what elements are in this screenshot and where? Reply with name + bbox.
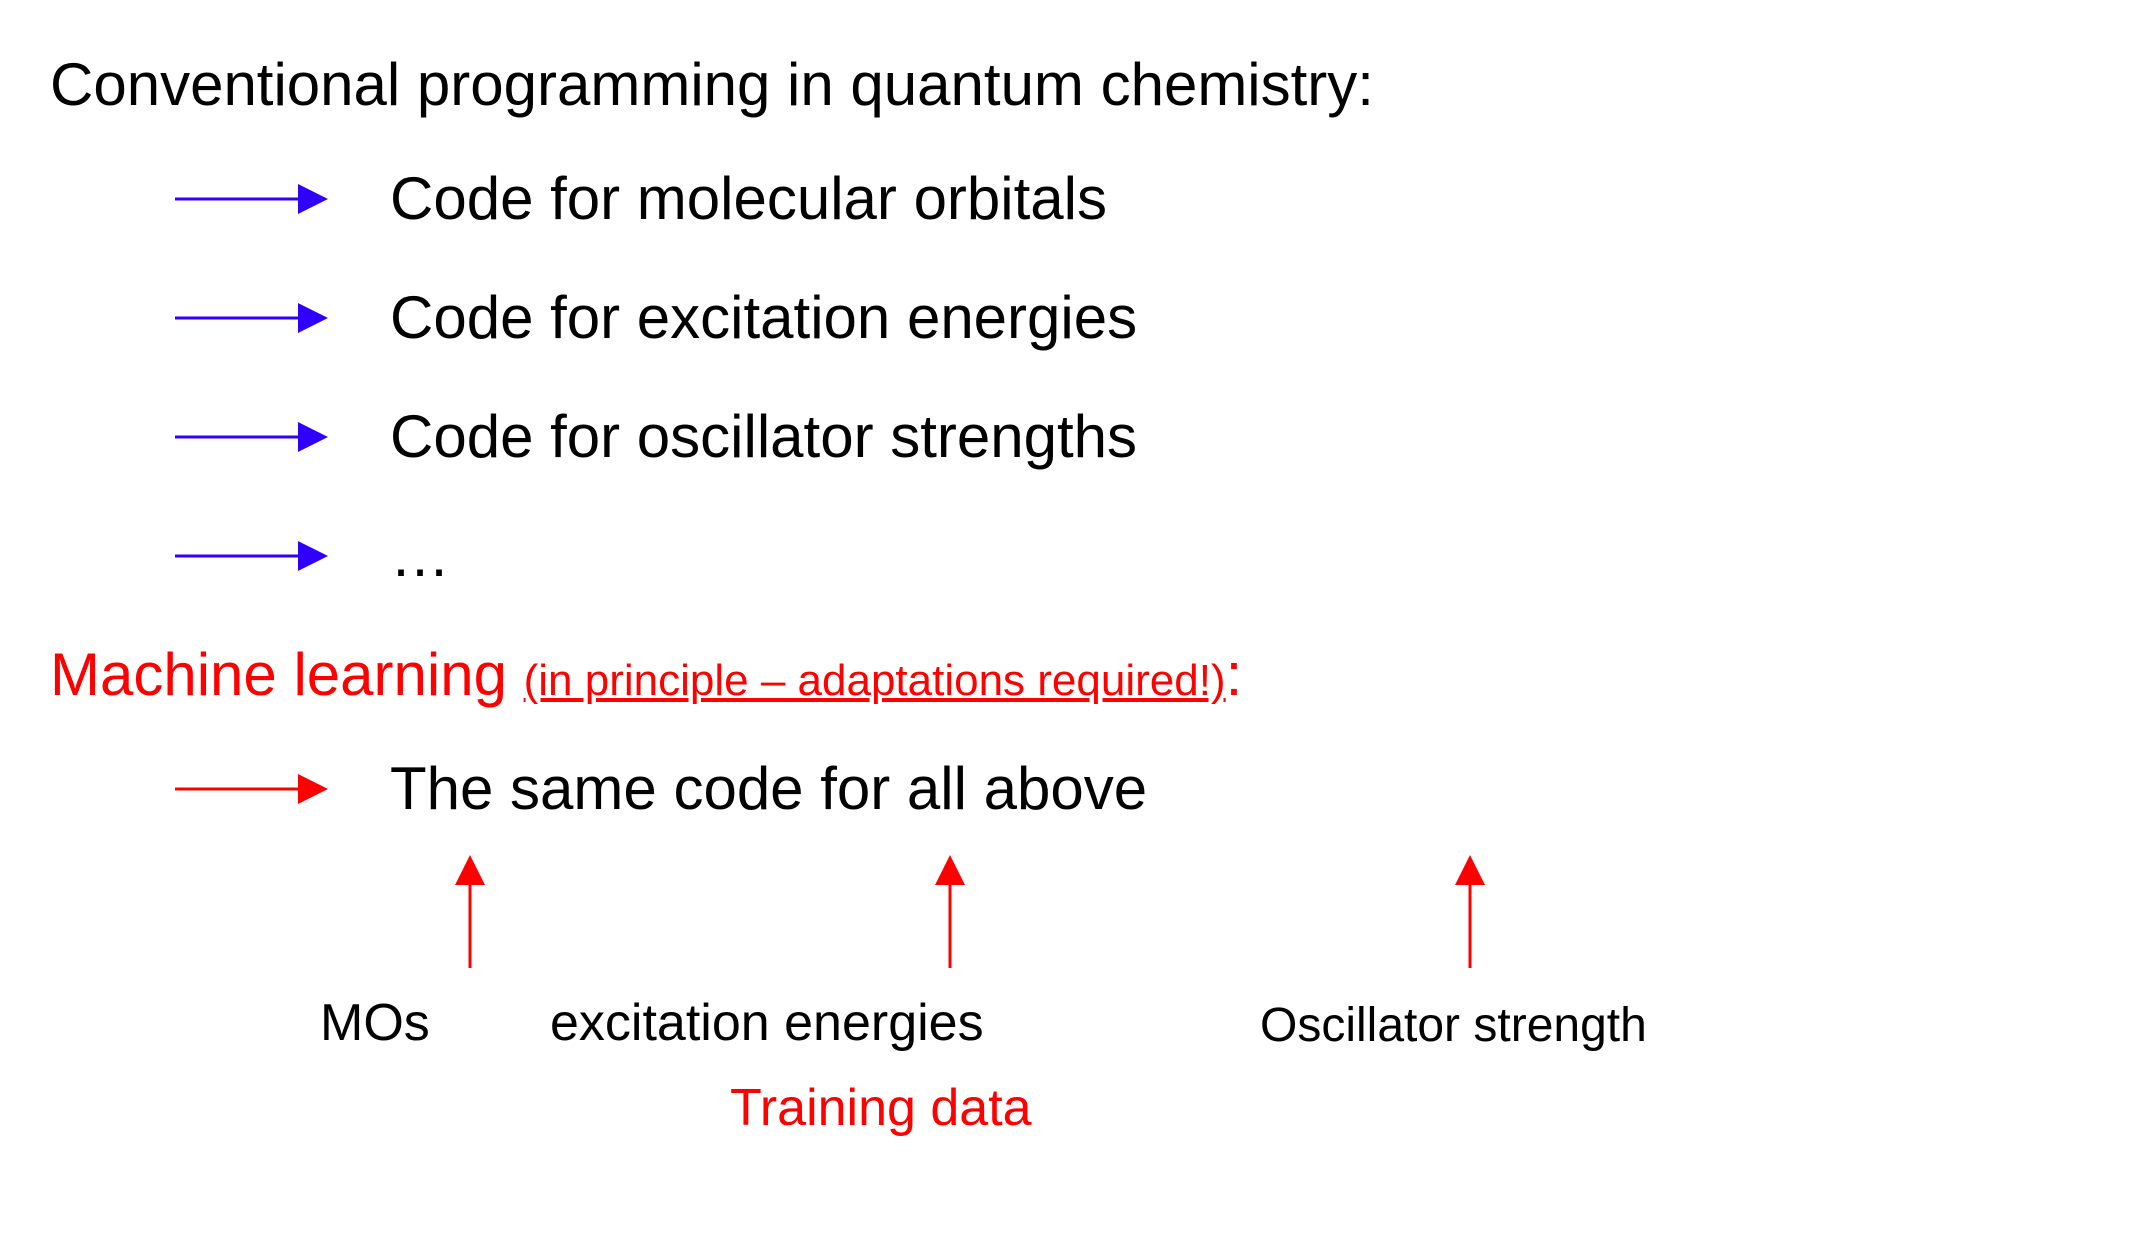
up-arrow-icon xyxy=(450,843,490,973)
row-text: … xyxy=(390,521,450,590)
up-arrow-icon xyxy=(930,843,970,973)
label-training-data: Training data xyxy=(730,1078,1032,1138)
arrow-icon xyxy=(170,769,340,809)
ml-section: Machine learning (in principle – adaptat… xyxy=(50,640,2098,1183)
row-text: Code for excitation energies xyxy=(390,283,1137,352)
row-text: Code for oscillator strengths xyxy=(390,402,1137,471)
row-text: The same code for all above xyxy=(390,754,1147,823)
up-arrow-icon xyxy=(1450,843,1490,973)
arrow-icon xyxy=(170,536,340,576)
arrow-icon xyxy=(170,179,340,219)
row-ellipsis: … xyxy=(170,521,2098,590)
arrow-icon xyxy=(170,417,340,457)
row-molecular-orbitals: Code for molecular orbitals xyxy=(170,164,2098,233)
heading-ml-colon: : xyxy=(1226,641,1243,708)
label-excitation-energies: excitation energies xyxy=(550,993,984,1053)
heading-ml-main: Machine learning xyxy=(50,641,524,708)
arrow-icon xyxy=(170,298,340,338)
row-text: Code for molecular orbitals xyxy=(390,164,1107,233)
label-mos: MOs xyxy=(320,993,430,1053)
heading-ml-sub: (in principle – adaptations required!) xyxy=(524,656,1226,705)
row-excitation-energies: Code for excitation energies xyxy=(170,283,2098,352)
row-oscillator-strengths: Code for oscillator strengths xyxy=(170,402,2098,471)
row-ml-code: The same code for all above xyxy=(170,754,2098,823)
label-oscillator-strength: Oscillator strength xyxy=(1260,998,1647,1053)
heading-conventional: Conventional programming in quantum chem… xyxy=(50,50,2098,119)
diagram-area: MOs excitation energies Oscillator stren… xyxy=(170,833,2098,1183)
heading-ml: Machine learning (in principle – adaptat… xyxy=(50,640,2098,709)
